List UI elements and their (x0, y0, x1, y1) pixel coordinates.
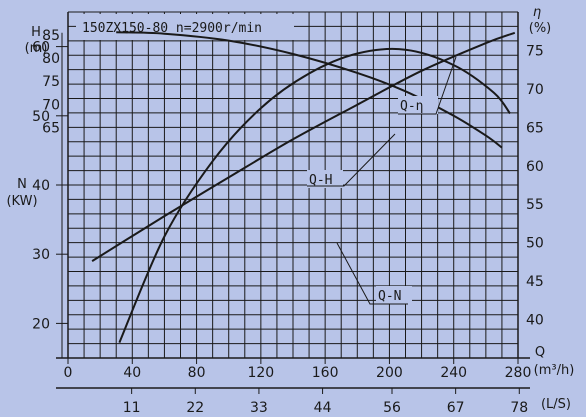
power-axis-unit: (KW) (6, 194, 37, 209)
flow-tick: 80 (188, 365, 206, 381)
ls-tick: 56 (383, 400, 401, 416)
eff-tick: 65 (526, 120, 544, 136)
q-eta-curve (118, 47, 511, 343)
power-tick: 30 (32, 247, 50, 263)
eff-tick: 70 (526, 82, 544, 98)
head-axis-label: H (31, 25, 41, 40)
eff-tick: 60 (526, 159, 544, 175)
eff-tick: 45 (526, 274, 544, 290)
ls-tick: 33 (250, 400, 268, 416)
q-n-curve (91, 31, 516, 262)
head-tick: 70 (42, 97, 60, 113)
flow-tick: 160 (312, 365, 339, 381)
flow-ls-tick-labels: 11 22 33 44 56 67 78 (123, 388, 528, 416)
curve-layer (91, 31, 516, 343)
power-tick: 20 (32, 316, 50, 332)
eff-tick: 50 (526, 236, 544, 252)
power-axis-label: N (17, 177, 27, 192)
ls-tick: 78 (510, 400, 528, 416)
head-tick-labels: 65 70 75 80 85 (42, 28, 60, 136)
eff-tick: 75 (526, 43, 544, 59)
ls-tick: 11 (123, 400, 141, 416)
flow-m3h-tick-labels: 0 40 80 120 160 200 240 280 (64, 358, 532, 381)
head-tick: 85 (42, 28, 60, 44)
eff-axis-unit: (%) (529, 21, 552, 36)
flow-tick: 120 (247, 365, 274, 381)
q-eta-leader (398, 56, 457, 115)
head-tick: 65 (42, 120, 60, 136)
q-h-label: Q-H (309, 173, 332, 188)
power-tick: 40 (32, 178, 50, 194)
ls-tick: 67 (447, 400, 465, 416)
head-tick: 75 (42, 74, 60, 90)
ls-tick: 44 (314, 400, 332, 416)
q-h-leader (307, 133, 396, 187)
eff-tick-labels: 40 45 50 55 60 65 70 75 (526, 43, 544, 328)
flow-ls-unit: (L/S) (541, 397, 571, 412)
q-n-label: Q-N (378, 289, 401, 304)
ls-tick: 22 (186, 400, 204, 416)
curve-label-q-h: Q-H (307, 133, 396, 188)
eff-tick: 40 (526, 313, 544, 329)
chart-grid (67, 11, 519, 359)
power-tick: 60 (32, 40, 50, 56)
eff-tick: 55 (526, 197, 544, 213)
power-tick: 50 (32, 109, 50, 125)
flow-tick: 240 (440, 365, 467, 381)
power-tick-labels: 20 30 40 50 60 (32, 32, 68, 358)
curve-label-q-n: Q-N (336, 242, 412, 305)
flow-tick: 40 (123, 365, 141, 381)
curve-label-q-eta: Q-η (398, 56, 457, 115)
flow-tick: 0 (64, 365, 73, 381)
eff-axis-label: η (533, 5, 541, 20)
q-eta-label: Q-η (400, 99, 423, 114)
q-h-curve (116, 31, 503, 149)
flow-axis-label: Q (535, 345, 545, 360)
head-axis-unit: (m) (25, 41, 48, 56)
flow-tick: 280 (505, 365, 532, 381)
q-n-leader (336, 242, 408, 305)
flow-tick: 200 (376, 365, 403, 381)
head-tick: 80 (42, 51, 60, 67)
flow-m3h-unit: (m³/h) (534, 363, 575, 378)
